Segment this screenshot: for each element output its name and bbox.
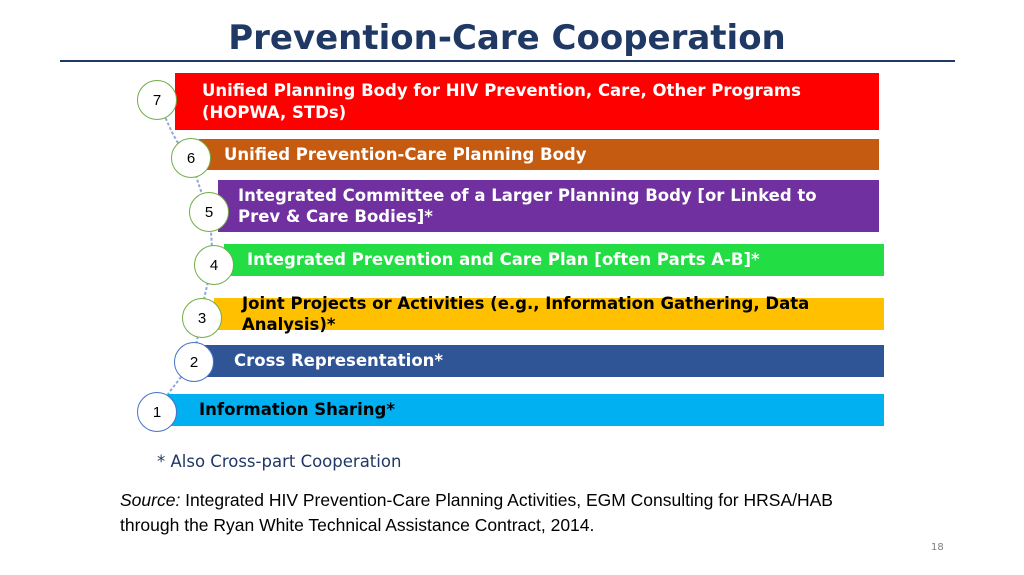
level-7-text: Unified Planning Body for HIV Prevention…: [202, 81, 801, 122]
title-underline: [60, 60, 955, 62]
cross-part-footnote: * Also Cross-part Cooperation: [157, 452, 402, 471]
source-label: Source:: [120, 490, 181, 510]
level-5-number: 5: [204, 203, 214, 221]
level-4-text: Integrated Prevention and Care Plan [oft…: [247, 250, 760, 270]
page-number: 18: [931, 542, 944, 553]
level-3-band: Joint Projects or Activities (e.g., Info…: [214, 294, 884, 334]
level-1-band: Information Sharing*: [168, 394, 884, 426]
level-6-circle: 6: [171, 138, 211, 178]
level-6-number: 6: [186, 149, 196, 167]
level-7-band: Unified Planning Body for HIV Prevention…: [175, 73, 879, 130]
level-5-band: Integrated Committee of a Larger Plannin…: [218, 180, 879, 232]
level-4-band: Integrated Prevention and Care Plan [oft…: [224, 244, 884, 276]
level-2-band: Cross Representation*: [204, 345, 884, 377]
level-1-number: 1: [152, 403, 162, 421]
level-2-circle: 2: [174, 342, 214, 382]
level-7-circle: 7: [137, 80, 177, 120]
level-4-number: 4: [209, 256, 219, 274]
level-3-text: Joint Projects or Activities (e.g., Info…: [242, 293, 810, 334]
level-7-number: 7: [152, 91, 162, 109]
level-1-circle: 1: [137, 392, 177, 432]
level-5-text: Integrated Committee of a Larger Plannin…: [238, 185, 817, 226]
level-6-text: Unified Prevention-Care Planning Body: [224, 144, 587, 164]
level-3-number: 3: [197, 309, 207, 327]
slide-title: Prevention-Care Cooperation: [228, 18, 786, 58]
level-3-circle: 3: [182, 298, 222, 338]
level-5-circle: 5: [189, 192, 229, 232]
level-2-text: Cross Representation*: [234, 351, 444, 371]
level-6-band: Unified Prevention-Care Planning Body: [199, 139, 879, 170]
level-1-text: Information Sharing*: [199, 400, 395, 420]
level-4-circle: 4: [194, 245, 234, 285]
source-citation: Source: Integrated HIV Prevention-Care P…: [120, 488, 840, 539]
source-text: Integrated HIV Prevention-Care Planning …: [120, 490, 833, 536]
level-2-number: 2: [189, 353, 199, 371]
